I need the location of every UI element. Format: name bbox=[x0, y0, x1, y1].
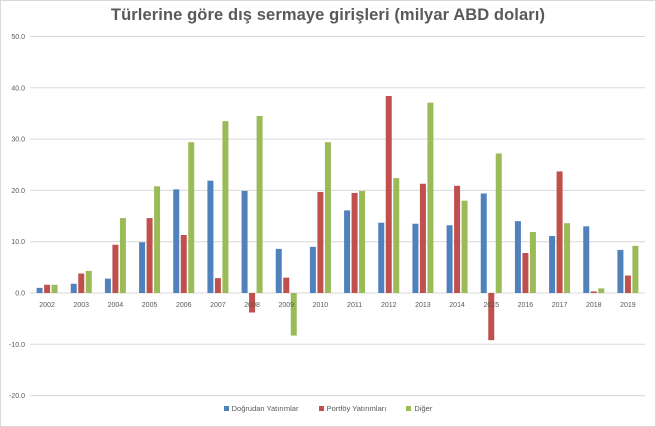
y-tick-label: 0.0 bbox=[15, 291, 25, 298]
bar bbox=[249, 293, 256, 313]
bar bbox=[427, 102, 434, 293]
bar bbox=[78, 273, 85, 293]
x-tick-label: 2003 bbox=[73, 302, 89, 309]
x-tick-label: 2017 bbox=[552, 302, 568, 309]
x-tick-label: 2006 bbox=[176, 302, 192, 309]
bar bbox=[461, 200, 468, 293]
legend-item-other: Diğer bbox=[406, 404, 432, 413]
legend-swatch-red bbox=[318, 405, 324, 411]
x-tick-label: 2004 bbox=[108, 302, 124, 309]
bar bbox=[180, 235, 187, 293]
y-tick-label: 40.0 bbox=[11, 85, 25, 92]
bar bbox=[222, 121, 229, 294]
bar bbox=[351, 192, 358, 293]
legend-item-direct-investments: Doğrudan Yatırımlar bbox=[223, 404, 299, 413]
bar bbox=[85, 270, 92, 293]
x-tick-label: 2011 bbox=[347, 302, 362, 309]
x-tick-label: 2016 bbox=[518, 302, 534, 309]
bar bbox=[70, 283, 77, 293]
bar bbox=[317, 191, 324, 293]
legend-item-portfolio-investments: Portföy Yatırımları bbox=[318, 404, 387, 413]
bar bbox=[256, 116, 263, 293]
bar bbox=[583, 226, 590, 293]
legend-label: Diğer bbox=[414, 404, 433, 413]
bar bbox=[214, 278, 221, 293]
bar bbox=[207, 180, 214, 293]
bar bbox=[146, 218, 153, 293]
bar bbox=[480, 193, 487, 293]
bar bbox=[598, 288, 605, 293]
y-tick-label: -10.0 bbox=[9, 342, 25, 349]
bar bbox=[624, 275, 631, 293]
x-tick-label: 2012 bbox=[381, 302, 397, 309]
bar bbox=[173, 189, 180, 293]
y-tick-label: -20.0 bbox=[9, 393, 25, 400]
bar bbox=[454, 185, 461, 293]
bar bbox=[154, 186, 161, 293]
bar bbox=[514, 221, 521, 293]
bar bbox=[119, 218, 126, 293]
bar bbox=[549, 236, 556, 293]
bar bbox=[36, 287, 43, 293]
bar bbox=[632, 245, 639, 293]
x-tick-label: 2007 bbox=[210, 302, 226, 309]
bar bbox=[359, 190, 366, 293]
x-tick-label: 2018 bbox=[586, 302, 602, 309]
bar bbox=[344, 210, 351, 293]
bar bbox=[241, 190, 248, 293]
x-tick-label: 2015 bbox=[483, 302, 499, 309]
bar bbox=[275, 248, 282, 293]
y-tick-label: 50.0 bbox=[11, 34, 25, 41]
x-tick-label: 2010 bbox=[313, 302, 329, 309]
bar bbox=[590, 291, 597, 293]
bar bbox=[529, 231, 536, 293]
x-tick-label: 2002 bbox=[39, 302, 55, 309]
bar bbox=[283, 277, 290, 293]
bar bbox=[556, 171, 563, 293]
x-tick-label: 2009 bbox=[278, 302, 294, 309]
bar bbox=[112, 244, 119, 293]
bar bbox=[419, 183, 426, 293]
x-tick-label: 2019 bbox=[620, 302, 636, 309]
chart-title: Türlerine göre dış sermaye girişleri (mi… bbox=[110, 6, 546, 24]
y-tick-label: 20.0 bbox=[11, 188, 25, 195]
bar bbox=[393, 178, 400, 293]
bar bbox=[385, 96, 392, 294]
bar bbox=[139, 242, 146, 293]
bar bbox=[617, 249, 624, 293]
bar bbox=[378, 222, 385, 293]
legend-label: Doğrudan Yatırımlar bbox=[231, 404, 299, 413]
bar bbox=[104, 278, 111, 293]
bar bbox=[188, 142, 195, 293]
x-tick-label: 2005 bbox=[142, 302, 158, 309]
legend-label: Portföy Yatırımları bbox=[326, 404, 387, 413]
x-tick-label: 2014 bbox=[449, 302, 465, 309]
bar bbox=[290, 293, 297, 336]
bar bbox=[495, 153, 502, 293]
y-tick-label: 30.0 bbox=[11, 137, 25, 144]
legend-swatch-green bbox=[406, 405, 412, 411]
legend-swatch-blue bbox=[223, 405, 229, 411]
x-tick-label: 2013 bbox=[415, 302, 431, 309]
bar bbox=[51, 284, 58, 293]
bar bbox=[44, 284, 51, 293]
bar bbox=[412, 223, 419, 293]
bar bbox=[324, 142, 331, 293]
bar bbox=[522, 252, 529, 293]
bar bbox=[309, 246, 316, 293]
y-tick-label: 10.0 bbox=[11, 239, 25, 246]
bar bbox=[488, 293, 495, 341]
chart-legend: Doğrudan Yatırımlar Portföy Yatırımları … bbox=[0, 404, 656, 413]
bar bbox=[446, 225, 453, 293]
bar bbox=[564, 223, 571, 293]
x-tick-label: 2008 bbox=[244, 302, 260, 309]
